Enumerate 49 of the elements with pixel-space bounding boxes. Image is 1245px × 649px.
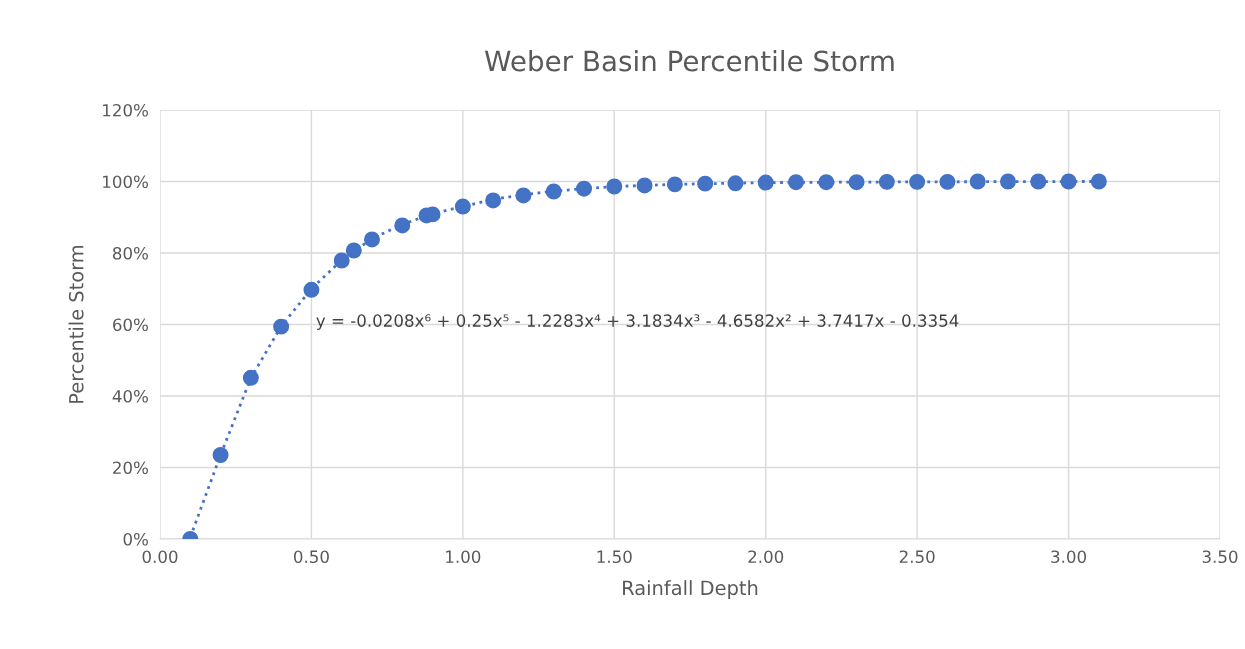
x-tick-label: 3.00 — [1051, 550, 1087, 564]
annotation: y = -0.0208x⁶ + 0.25x⁵ - 1.2283x⁴ + 3.1834x³ - 4.6582x² + 3.7417x - 0.3354 — [316, 314, 959, 331]
chart-title: Weber Basin Percentile Storm — [484, 50, 894, 72]
x-tick-label: 2.50 — [899, 550, 935, 564]
point — [606, 178, 623, 195]
point — [1060, 173, 1077, 190]
y-axis-title: Percentile Storm — [68, 245, 84, 403]
point — [878, 173, 895, 190]
point — [1000, 173, 1016, 190]
y-tick-label: 20% — [113, 461, 148, 475]
x-tick-label: 1.50 — [597, 550, 632, 564]
point — [333, 252, 350, 269]
point — [939, 173, 956, 190]
x-tick-label: 0.00 — [142, 550, 178, 564]
point — [242, 369, 259, 386]
point — [545, 183, 562, 200]
point — [576, 180, 592, 197]
point — [273, 318, 290, 335]
point — [394, 217, 411, 234]
point — [212, 447, 229, 463]
y-tick-label: 80% — [112, 246, 148, 260]
point — [364, 231, 380, 248]
x-tick-label: 2.00 — [748, 550, 784, 564]
y-tick-label: 100% — [103, 175, 148, 189]
y-tick-label: 60% — [113, 318, 148, 332]
x-tick-label: 1.00 — [446, 550, 481, 564]
point — [454, 198, 471, 215]
point — [848, 174, 865, 191]
point — [345, 242, 362, 259]
point — [303, 281, 320, 298]
point — [727, 175, 744, 192]
x-axis-title: Rainfall Depth — [623, 580, 758, 599]
x-tick-label: 0.50 — [293, 550, 329, 564]
point — [515, 187, 532, 204]
x-tick-label: 3.50 — [1202, 550, 1238, 564]
point — [666, 176, 683, 193]
point — [969, 173, 986, 190]
point — [757, 174, 774, 191]
point — [636, 177, 653, 194]
point — [909, 173, 926, 190]
point — [818, 174, 835, 191]
point — [697, 175, 714, 192]
point — [1090, 173, 1107, 190]
point — [485, 192, 502, 209]
y-tick-label: 40% — [112, 389, 148, 403]
y-tick-label: 120% — [103, 103, 148, 117]
y-tick-label: 0% — [123, 532, 148, 546]
point — [1030, 173, 1047, 190]
point — [788, 174, 804, 191]
